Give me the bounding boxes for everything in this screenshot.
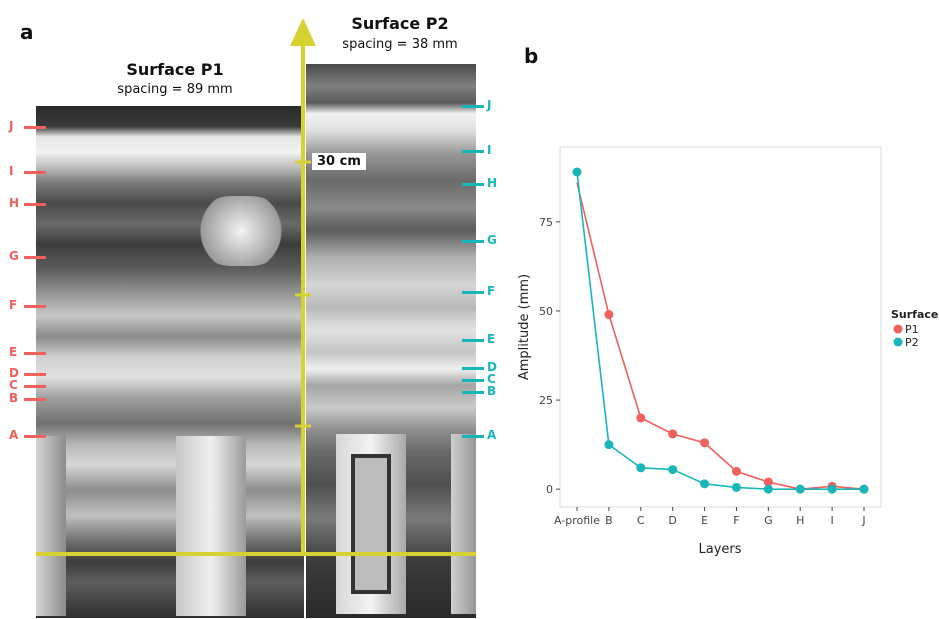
p2-layer-label-b: B	[487, 384, 497, 398]
p1-layer-tick-a	[24, 435, 46, 438]
p2-layer-label-g: G	[487, 233, 497, 247]
point-p2-6	[763, 484, 773, 494]
point-p2-8	[827, 484, 837, 494]
p2-layer-tick-b	[462, 391, 484, 394]
p1-layer-tick-i	[24, 171, 46, 174]
sleeper-p2-inner	[351, 454, 391, 594]
point-p1-2	[636, 413, 646, 423]
p1-layer-tick-h	[24, 203, 46, 206]
point-p2-0	[572, 167, 582, 177]
p2-layer-tick-a	[462, 435, 484, 438]
p1-layer-tick-c	[24, 385, 46, 388]
legend-marker-p2	[893, 337, 903, 347]
x-tick-label-3: D	[668, 514, 676, 527]
x-tick-label-6: G	[764, 514, 773, 527]
p1-layer-label-d: D	[9, 366, 19, 380]
point-p1-1	[604, 310, 614, 320]
panel-a-letter: a	[20, 20, 34, 44]
p1-layer-tick-d	[24, 373, 46, 376]
point-p1-3	[668, 429, 678, 439]
p1-layer-label-f: F	[9, 298, 18, 312]
p2-layer-label-e: E	[487, 332, 496, 346]
point-p2-1	[604, 440, 614, 450]
p1-layer-label-i: I	[9, 164, 14, 178]
legend-label-p2: P2	[905, 336, 919, 349]
y-tick-label-50: 50	[539, 305, 553, 318]
surface-p2-spacing: spacing = 38 mm	[342, 37, 458, 52]
p1-layer-tick-j	[24, 126, 46, 129]
x-axis-label: Layers	[698, 542, 741, 557]
p2-layer-label-h: H	[487, 176, 498, 190]
point-p1-6	[763, 477, 773, 487]
p1-layer-label-c: C	[9, 378, 18, 392]
legend-marker-p1	[893, 324, 903, 334]
point-p2-2	[636, 463, 646, 473]
point-p1-4	[700, 438, 710, 448]
p1-layer-tick-b	[24, 398, 46, 401]
point-p2-7	[795, 484, 805, 494]
p1-layer-label-b: B	[9, 391, 19, 405]
p2-layer-tick-h	[462, 183, 484, 186]
point-p2-9	[859, 484, 869, 494]
legend-label-p1: P1	[905, 323, 919, 336]
photo-surface-p1	[36, 106, 304, 618]
point-p2-3	[668, 465, 678, 475]
plot-area	[559, 146, 882, 508]
legend-title: Surface	[891, 308, 938, 321]
scale-arrowhead	[290, 18, 316, 46]
p2-layer-label-j: J	[487, 98, 492, 112]
p1-layer-label-g: G	[9, 249, 19, 263]
y-axis-label: Amplitude (mm)	[517, 274, 532, 380]
x-tick-label-0: A-profile	[554, 514, 600, 527]
point-p2-5	[731, 482, 741, 492]
p2-layer-tick-c	[462, 379, 484, 382]
surface-p1-title: Surface P1	[126, 60, 224, 79]
panel-b-letter: b	[524, 44, 539, 68]
p2-layer-tick-g	[462, 240, 484, 243]
p2-layer-label-c: C	[487, 372, 496, 386]
p2-layer-tick-f	[462, 291, 484, 294]
p2-layer-label-a: A	[487, 428, 497, 442]
y-tick-label-0: 0	[546, 483, 553, 496]
sleeper-left	[36, 436, 66, 616]
p1-layer-tick-g	[24, 256, 46, 259]
p1-layer-label-a: A	[9, 428, 19, 442]
sleeper-p2-right	[451, 434, 476, 614]
x-tick-label-2: C	[637, 514, 645, 527]
x-tick-label-5: F	[733, 514, 739, 527]
x-tick-label-1: B	[605, 514, 613, 527]
x-tick-label-8: I	[830, 514, 833, 527]
point-p2-4	[700, 479, 710, 489]
x-tick-label-7: H	[796, 514, 804, 527]
surface-p1-spacing: spacing = 89 mm	[117, 82, 233, 97]
y-tick-label-25: 25	[539, 394, 553, 407]
p2-layer-tick-d	[462, 367, 484, 370]
scale-label: 30 cm	[312, 153, 366, 170]
point-p1-5	[731, 466, 741, 476]
p1-layer-label-e: E	[9, 345, 18, 359]
p1-layer-label-h: H	[9, 196, 20, 210]
series-line-p1	[576, 182, 865, 490]
series-line-p2	[576, 171, 864, 490]
p2-layer-label-d: D	[487, 360, 497, 374]
p1-layer-tick-e	[24, 352, 46, 355]
p2-layer-label-f: F	[487, 284, 496, 298]
surface-p2-title: Surface P2	[351, 14, 449, 33]
y-tick-label-75: 75	[539, 216, 553, 229]
p2-layer-tick-e	[462, 339, 484, 342]
x-tick-label-9: J	[861, 514, 865, 527]
p2-layer-tick-j	[462, 105, 484, 108]
photo-surface-p2	[306, 64, 476, 618]
x-tick-label-4: E	[701, 514, 708, 527]
ballast-pattern	[196, 196, 286, 266]
sleeper-center	[176, 436, 246, 616]
p2-layer-label-i: I	[487, 143, 492, 157]
p2-layer-tick-i	[462, 150, 484, 153]
p1-layer-tick-f	[24, 305, 46, 308]
p1-layer-label-j: J	[9, 119, 14, 133]
